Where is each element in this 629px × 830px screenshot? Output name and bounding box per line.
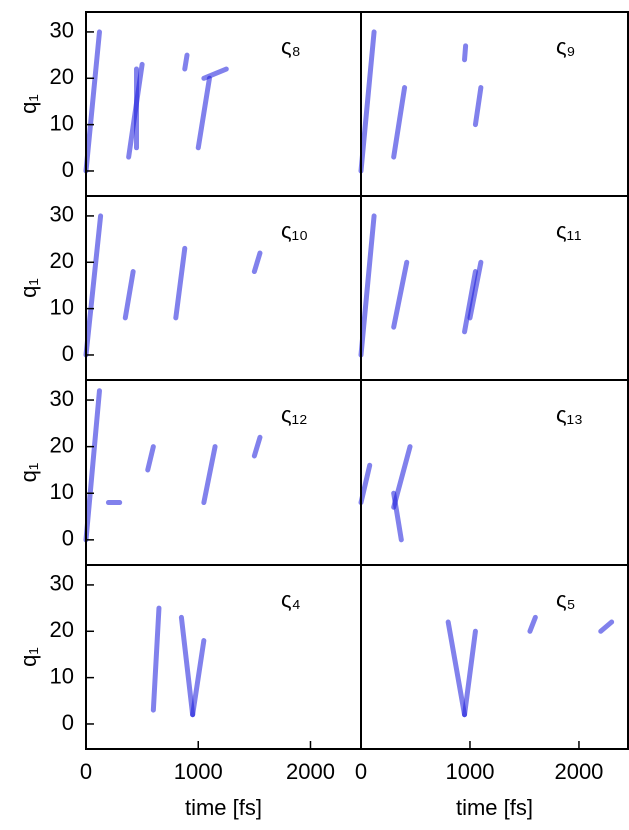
density-streak: [391, 490, 404, 543]
density-streak: [150, 605, 162, 713]
x-tick-label: 0: [355, 759, 367, 784]
y-tick-label: 30: [50, 202, 74, 227]
panel-frame: [85, 11, 362, 197]
x-axis-label: time [fs]: [456, 795, 533, 820]
density-streak: [598, 619, 615, 634]
density-streak: [251, 434, 263, 459]
x-axis-label: time [fs]: [185, 795, 262, 820]
density-streak: [462, 43, 469, 63]
y-tick-label: 20: [50, 248, 74, 273]
density-streak: [472, 85, 484, 128]
y-tick-label: 0: [62, 341, 74, 366]
y-tick-label: 20: [50, 617, 74, 642]
panel-label: ς₁₀: [281, 218, 308, 243]
x-tick-label: 2000: [286, 759, 335, 784]
panel-frame: [360, 564, 629, 750]
density-streak: [201, 66, 229, 81]
density-streak: [251, 250, 263, 275]
y-tick-label: 10: [50, 479, 74, 504]
panel-label: ς₉: [556, 34, 575, 59]
density-streak: [122, 269, 136, 321]
y-tick-label: 10: [50, 110, 74, 135]
density-streak: [201, 444, 218, 506]
density-streak: [358, 462, 373, 506]
panel-frame: [85, 379, 362, 566]
density-streak: [445, 619, 468, 718]
y-tick-label: 10: [50, 294, 74, 319]
y-tick-label: 0: [62, 526, 74, 551]
density-streak: [126, 61, 145, 160]
y-tick-label: 20: [50, 432, 74, 457]
y-tick-label: 0: [62, 710, 74, 735]
x-tick-label: 1000: [446, 759, 495, 784]
density-streak: [527, 614, 538, 634]
density-streak: [83, 213, 104, 358]
x-tick-label: 2000: [554, 759, 603, 784]
panel-label: ς₈: [281, 34, 301, 59]
density-streak: [391, 259, 410, 330]
panel-label: ς₁₁: [556, 218, 581, 243]
y-tick-label: 0: [62, 157, 74, 182]
x-tick-label: 0: [80, 759, 92, 784]
density-streak: [145, 444, 156, 473]
density-streak: [182, 52, 190, 72]
density-streak: [195, 75, 212, 151]
panel-label: ς₁₃: [556, 402, 583, 427]
y-tick-label: 30: [50, 571, 74, 596]
panel-label: ς₄: [281, 587, 301, 612]
density-streak: [173, 245, 188, 321]
panel-frame: [85, 195, 362, 381]
y-tick-label: 10: [50, 663, 74, 688]
panel-frame: [85, 564, 362, 750]
y-axis-label: q₁: [16, 647, 41, 667]
y-tick-label: 20: [50, 64, 74, 89]
density-streak: [358, 29, 377, 174]
panel-label: ς₅: [556, 587, 575, 612]
y-tick-label: 30: [50, 18, 74, 43]
density-streak: [83, 388, 102, 543]
y-axis-label: q₁: [16, 278, 41, 298]
density-streak: [391, 85, 408, 160]
density-streak: [178, 614, 196, 718]
density-streak: [190, 638, 207, 718]
density-streak: [358, 213, 377, 358]
panel-label: ς₁₂: [281, 402, 308, 427]
density-streak: [83, 29, 102, 174]
x-tick-label: 1000: [174, 759, 223, 784]
density-streak: [467, 259, 484, 321]
y-tick-label: 30: [50, 386, 74, 411]
y-axis-label: q₁: [16, 463, 41, 483]
y-axis-label: q₁: [16, 94, 41, 114]
density-streak: [462, 628, 478, 718]
density-streak: [462, 269, 478, 335]
